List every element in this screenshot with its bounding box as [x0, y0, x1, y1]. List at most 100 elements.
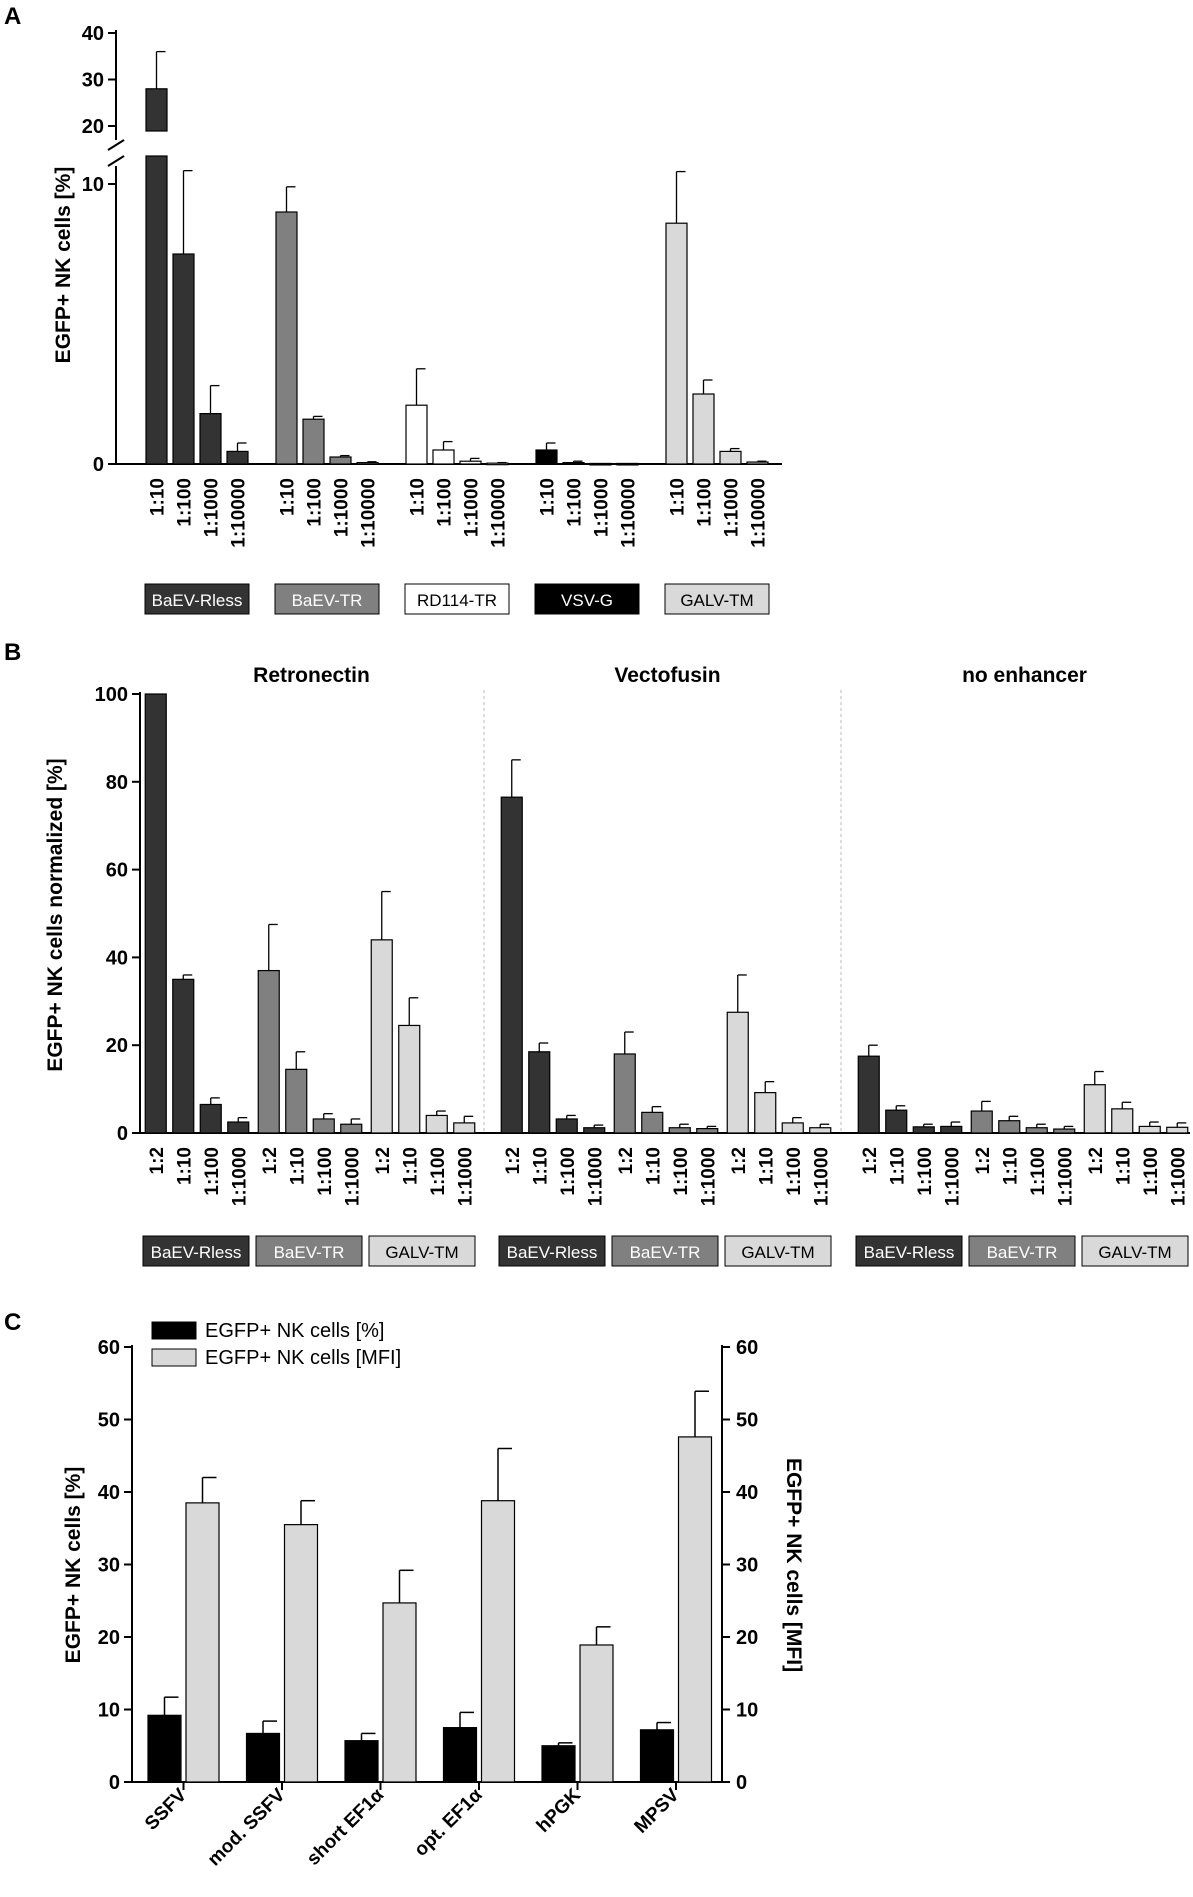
- panel-a-legend-swatch: [664, 583, 770, 615]
- panel-b-bar: [857, 1055, 880, 1134]
- panel-a-bar: [275, 211, 298, 465]
- panel-b-x-tick-label: 1:2: [973, 1147, 994, 1174]
- panel-b-legend-swatch: [142, 1235, 250, 1267]
- panel-a-legend-swatch: [404, 583, 510, 615]
- panel-a-legend-label: RD114-TR: [417, 591, 497, 610]
- panel-a-x-tick-label: 1:10: [148, 478, 169, 516]
- panel-b-legend-label: GALV-TM: [385, 1243, 458, 1262]
- panel-c-y-tick-label-left: 10: [98, 1700, 120, 1722]
- panel-c-y-label-right: EGFP+ NK cells [MFI]: [782, 1458, 805, 1672]
- panel-c: C 0 0 10 10 20 20 30 30 40 40 50 50 60 60 EGFP+ NK cell…: [4, 1309, 805, 1870]
- panel-b-legend-swatch: [968, 1235, 1076, 1267]
- panel-a-bar: [145, 155, 168, 465]
- panel-a-y-tick-label: 0: [93, 454, 104, 476]
- panel-b-bar: [257, 969, 280, 1134]
- panel-a-x-tick-label: 1:10000: [359, 478, 380, 548]
- panel-c-bar: [344, 1740, 379, 1783]
- panel-b-x-tick-label: 1:10: [1113, 1147, 1134, 1185]
- panel-b-x-tick-label: 1:1000: [455, 1147, 476, 1206]
- panel-a-bar: [535, 449, 558, 465]
- panel-a-legend-label: GALV-TM: [680, 591, 753, 610]
- panel-b-bar: [1053, 1128, 1076, 1134]
- panel-b-x-tick-label: 1:100: [202, 1147, 223, 1196]
- panel-b-x-tick-label: 1:1000: [1055, 1147, 1076, 1206]
- panel-c-x-tick-label: mod. SSFV: [204, 1784, 290, 1870]
- panel-b-legend-label: BaEV-TR: [987, 1243, 1058, 1262]
- panel-a-x-tick-label: 1:10: [278, 478, 299, 516]
- panel-b-x-tick-label: 1:1000: [942, 1147, 963, 1206]
- panel-a-legend-swatch: [274, 583, 380, 615]
- panel-b-bar: [425, 1114, 448, 1134]
- panel-b-bar: [1083, 1084, 1106, 1134]
- panel-c-bar: [579, 1644, 614, 1783]
- panel-c-y-tick-label-right: 50: [736, 1410, 758, 1432]
- panel-a-bar: [432, 449, 455, 465]
- panel-b-y-tick-label: 20: [106, 1035, 128, 1057]
- panel-b-x-tick-label: 1:2: [260, 1147, 281, 1174]
- panel-a-legend-label: BaEV-TR: [292, 591, 363, 610]
- panel-c-y-tick-label-right: 0: [736, 1772, 747, 1794]
- panel-b-bar: [940, 1125, 963, 1134]
- panel-c-bar: [639, 1729, 675, 1783]
- panel-b-group-title: Retronectin: [253, 664, 370, 687]
- panel-c-bar: [541, 1745, 576, 1783]
- panel-a-legend-swatch: [144, 583, 250, 615]
- panel-a-bar: [172, 253, 195, 465]
- panel-b-x-tick-label: 1:2: [1086, 1147, 1107, 1174]
- panel-b-bar: [1166, 1126, 1189, 1134]
- panel-c-y-label-left: EGFP+ NK cells [%]: [62, 1467, 85, 1664]
- panel-b-y-tick-label: 100: [95, 684, 128, 706]
- panel-c-y-tick-label-left: 50: [98, 1410, 120, 1432]
- panel-b-x-tick-label: 1:10: [287, 1147, 308, 1185]
- panel-a-bar: [719, 450, 742, 465]
- panel-c-y-tick-label-right: 20: [736, 1627, 758, 1649]
- panel-c-bar: [245, 1732, 281, 1783]
- panel-b-x-tick-label: 1:2: [373, 1147, 394, 1174]
- panel-a-axis-break: [107, 139, 125, 151]
- panel-a-bar: [459, 460, 482, 465]
- panel-c-bar: [382, 1602, 417, 1783]
- panel-c-bar: [442, 1727, 478, 1783]
- panel-b-bar: [398, 1024, 421, 1134]
- panel-c-y-tick-label-left: 30: [98, 1555, 120, 1577]
- panel-b-legend-swatch: [855, 1235, 963, 1267]
- panel-b-x-tick-label: 1:1000: [1168, 1147, 1189, 1206]
- panel-b-legend-swatch: [611, 1235, 719, 1267]
- panel-b-bar: [500, 796, 523, 1134]
- panel-a-legend-label: BaEV-Rless: [152, 591, 243, 610]
- panel-b-bar: [912, 1126, 935, 1134]
- panel-b-legend-label: BaEV-Rless: [507, 1243, 598, 1262]
- panel-b-label: B: [4, 639, 21, 666]
- panel-b-bar: [613, 1053, 636, 1134]
- panel-b-bar: [809, 1127, 832, 1134]
- panel-a-y-tick-label: 20: [82, 116, 104, 138]
- panel-b-x-tick-label: 1:100: [915, 1147, 936, 1196]
- panel-a-x-tick-label: 1:10000: [619, 478, 640, 548]
- panel-a-bar: [329, 456, 352, 465]
- panel-a-x-tick-label: 1:1000: [722, 478, 743, 537]
- panel-b-x-tick-label: 1:100: [784, 1147, 805, 1196]
- panel-a-y-label: EGFP+ NK cells [%]: [52, 167, 75, 364]
- panel-a-x-tick-label: 1:10: [408, 478, 429, 516]
- panel-a-label: A: [4, 3, 21, 30]
- panel-b-bar: [754, 1092, 777, 1134]
- panel-a-x-tick-label: 1:10: [538, 478, 559, 516]
- panel-b-legend-label: BaEV-TR: [274, 1243, 345, 1262]
- panel-b-bar: [998, 1120, 1021, 1134]
- panel-b-x-tick-label: 1:1000: [342, 1147, 363, 1206]
- panel-b-x-tick-label: 1:100: [315, 1147, 336, 1196]
- panel-c-y-tick-label-right: 40: [736, 1482, 758, 1504]
- panel-b-x-tick-label: 1:2: [729, 1147, 750, 1174]
- panel-b-x-tick-label: 1:100: [671, 1147, 692, 1196]
- panel-c-y-tick-label-left: 20: [98, 1627, 120, 1649]
- panel-b-x-tick-label: 1:10: [643, 1147, 664, 1185]
- panel-b-bar: [1111, 1108, 1134, 1134]
- panel-a-x-tick-label: 1:100: [175, 478, 196, 527]
- panel-c-x-tick-label: MPSV: [631, 1784, 684, 1837]
- panel-b-x-tick-label: 1:2: [860, 1147, 881, 1174]
- panel-b-bar: [641, 1111, 664, 1134]
- panel-b-x-tick-label: 1:2: [503, 1147, 524, 1174]
- panel-c-legend-swatch: [151, 1348, 197, 1367]
- panel-c-bar: [480, 1500, 516, 1783]
- panel-a-bar: [486, 462, 509, 466]
